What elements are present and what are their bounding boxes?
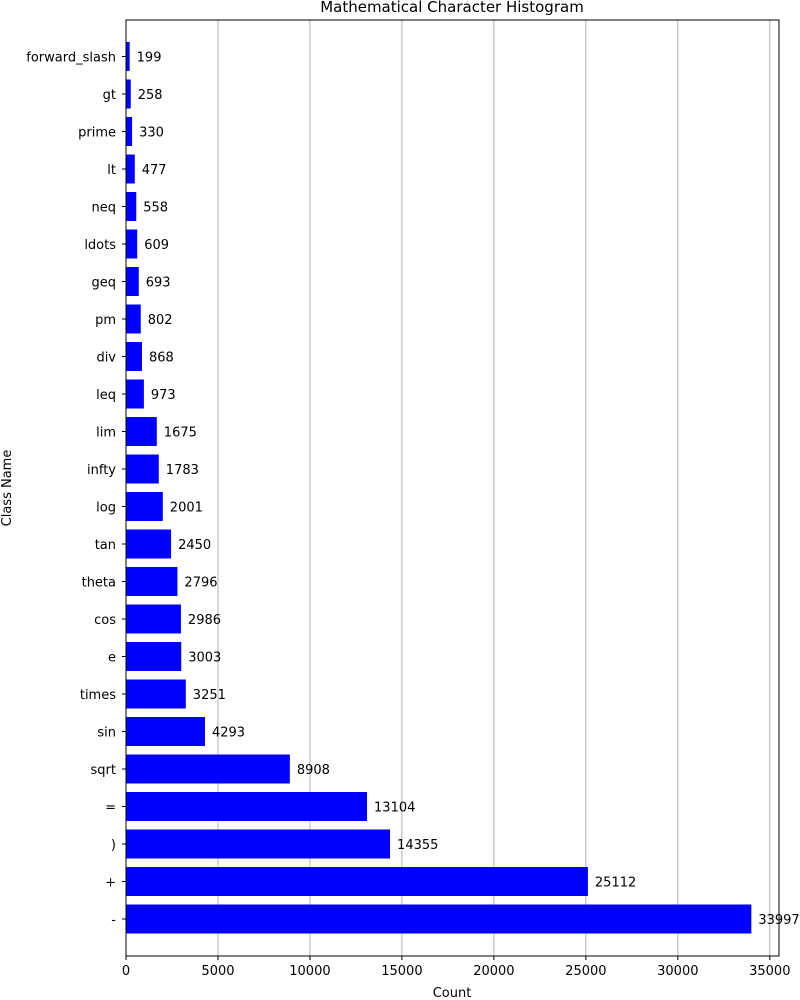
y-tick-label: + (105, 876, 116, 891)
bar-value-label: 1783 (166, 463, 199, 478)
bar-value-label: 477 (142, 163, 167, 178)
x-tick-label: 30000 (657, 964, 698, 979)
x-tick-label: 35000 (749, 964, 790, 979)
y-tick-label: lim (96, 426, 116, 441)
y-tick-label: forward_slash (26, 51, 116, 66)
x-tick-label: 5000 (201, 964, 234, 979)
bar-value-label: 2796 (184, 576, 217, 591)
bar (126, 304, 141, 334)
y-tick-label: div (96, 351, 116, 366)
x-tick-label: 0 (122, 964, 130, 979)
bar (126, 642, 182, 671)
y-tick-label: pm (95, 313, 116, 328)
y-tick-label: infty (87, 463, 116, 478)
bar-value-label: 13104 (374, 801, 415, 816)
bar (126, 267, 139, 296)
bar-value-label: 2450 (178, 538, 211, 553)
bar-value-label: 1675 (164, 426, 197, 441)
x-axis-label: Count (433, 986, 472, 1000)
x-tick-label: 10000 (289, 964, 330, 979)
y-axis-ticks: - +) = sqrt sin times e cos theta tan log infty lim l… (26, 51, 126, 928)
bar-value-label: 3003 (188, 651, 221, 666)
bar (126, 229, 138, 259)
y-tick-label: sqrt (91, 763, 116, 778)
y-tick-label: neq (92, 201, 117, 216)
bar (126, 454, 159, 484)
bar (126, 492, 163, 521)
y-tick-label: sin (97, 726, 116, 741)
y-tick-label: times (80, 688, 116, 703)
chart-title: Mathematical Character Histogram (320, 0, 584, 16)
bar (126, 342, 142, 371)
bar (126, 904, 752, 934)
bar-value-label: 2001 (170, 501, 203, 516)
y-tick-label: leq (96, 388, 116, 403)
bar (126, 604, 181, 634)
y-tick-label: = (105, 801, 116, 816)
y-tick-label: cos (94, 613, 116, 628)
bar (126, 829, 391, 859)
y-tick-label: tan (95, 538, 116, 553)
x-tick-label: 20000 (473, 964, 514, 979)
y-tick-label: e (108, 651, 116, 666)
bar (126, 379, 144, 409)
bar (126, 42, 130, 71)
bar (126, 79, 131, 109)
value-labels: 3399725112143551310489084293325130032986… (137, 51, 800, 929)
bar (126, 717, 205, 746)
bar-value-label: 802 (148, 313, 173, 328)
bars (126, 42, 752, 934)
y-tick-label: gt (103, 88, 116, 103)
y-tick-label: ldots (84, 238, 116, 253)
y-tick-label: - (111, 913, 116, 928)
bar (126, 154, 135, 184)
x-axis-ticks: 0 5000 10000 15000 20000 25000 30000 35000 (122, 956, 790, 979)
bar (126, 417, 157, 446)
y-tick-label: prime (78, 126, 116, 141)
x-tick-label: 15000 (381, 964, 422, 979)
y-tick-label: theta (82, 576, 116, 591)
y-axis-label: Class Name (0, 450, 15, 527)
y-tick-label: lt (107, 163, 116, 178)
bar-value-label: 693 (146, 276, 171, 291)
bar (126, 792, 368, 821)
bar-value-label: 3251 (193, 688, 226, 703)
bar (126, 192, 137, 221)
bar (126, 567, 178, 596)
bar (126, 679, 186, 709)
bar (126, 529, 172, 559)
bar-value-label: 558 (143, 201, 168, 216)
bar-value-label: 258 (138, 88, 163, 103)
bar (126, 754, 290, 784)
y-tick-label: ) (111, 838, 116, 853)
plot-frame (125, 19, 780, 957)
bar-value-label: 330 (139, 126, 164, 141)
bar-value-label: 973 (151, 388, 176, 403)
y-tick-label: geq (91, 276, 116, 291)
bar-value-label: 868 (149, 351, 174, 366)
bar-value-label: 199 (137, 51, 162, 66)
bar-value-label: 609 (144, 238, 169, 253)
x-tick-label: 25000 (565, 964, 606, 979)
bar-value-label: 4293 (212, 726, 245, 741)
bar (126, 117, 133, 146)
bar-value-label: 14355 (397, 838, 438, 853)
bar (126, 867, 588, 896)
bar-value-label: 2986 (188, 613, 221, 628)
bar-value-label: 25112 (595, 876, 636, 891)
y-tick-label: log (96, 501, 116, 516)
bar-value-label: 8908 (297, 763, 330, 778)
